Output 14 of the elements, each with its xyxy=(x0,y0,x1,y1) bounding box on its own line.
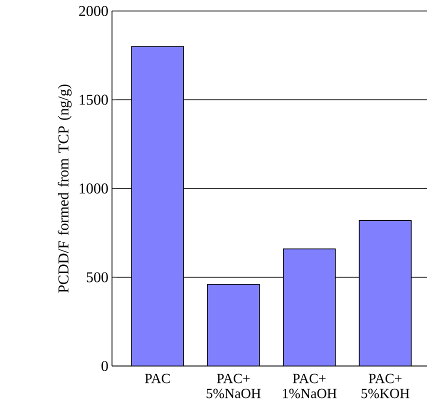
bar xyxy=(131,46,184,366)
y-axis-title: PCDD/F formed from TCP (ng/g) xyxy=(58,84,72,293)
y-tick-label: 500 xyxy=(86,272,108,282)
bar xyxy=(282,248,336,366)
y-tick-label: 0 xyxy=(102,360,108,372)
y-tick-label: 2000 xyxy=(79,6,108,16)
bar xyxy=(207,284,260,366)
y-tick-label: 1000 xyxy=(80,183,108,194)
x-tick-label: PAC xyxy=(144,374,170,384)
y-tick-label: 1500 xyxy=(80,94,108,105)
bar xyxy=(358,220,412,366)
x-tick-label: PAC+ 1%NaOH xyxy=(282,374,337,398)
x-tick-label: PAC+ 5%NaOH xyxy=(206,374,261,398)
x-tick-label: PAC+ 5%KOH xyxy=(362,374,410,398)
